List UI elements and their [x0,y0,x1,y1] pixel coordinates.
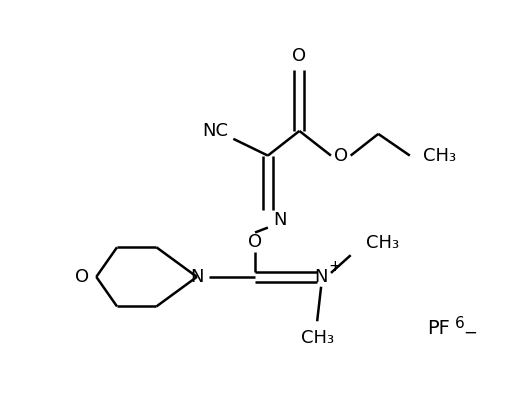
Text: O: O [334,147,348,165]
Text: 6: 6 [455,316,465,331]
Text: O: O [75,268,90,286]
Text: N: N [190,268,204,286]
Text: CH₃: CH₃ [366,234,399,252]
Text: O: O [248,233,262,251]
Text: CH₃: CH₃ [301,329,334,347]
Text: +: + [329,258,341,273]
Text: PF: PF [428,319,450,338]
Text: NC: NC [203,122,229,140]
Text: N: N [314,268,328,286]
Text: O: O [293,47,307,65]
Text: −: − [463,324,477,342]
Text: CH₃: CH₃ [423,147,456,165]
Text: N: N [273,211,286,229]
